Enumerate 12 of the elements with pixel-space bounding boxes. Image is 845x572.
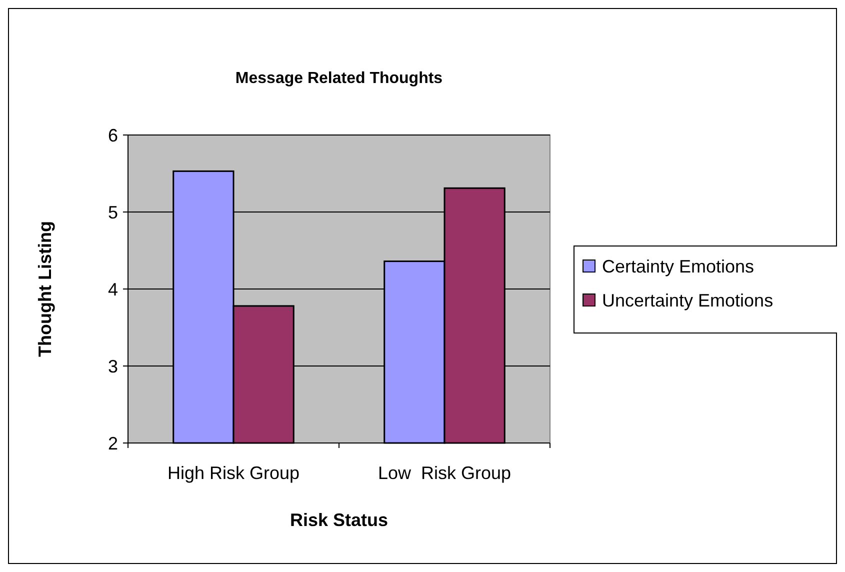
y-tick-label: 4 [108,279,118,300]
y-tick-label: 2 [108,433,118,454]
y-axis-title: Thought Listing [35,221,55,357]
x-axis-title: Risk Status [290,510,388,530]
y-tick-label: 6 [108,125,118,146]
x-tick-label: High Risk Group [167,463,300,483]
chart-title: Message Related Thoughts [235,70,443,87]
legend-label: Uncertainty Emotions [602,290,774,310]
y-tick-label: 5 [108,202,118,222]
y-tick-label: 3 [108,356,118,376]
x-tick-label: Low Risk Group [378,463,512,483]
legend-label: Certainty Emotions [602,256,754,276]
